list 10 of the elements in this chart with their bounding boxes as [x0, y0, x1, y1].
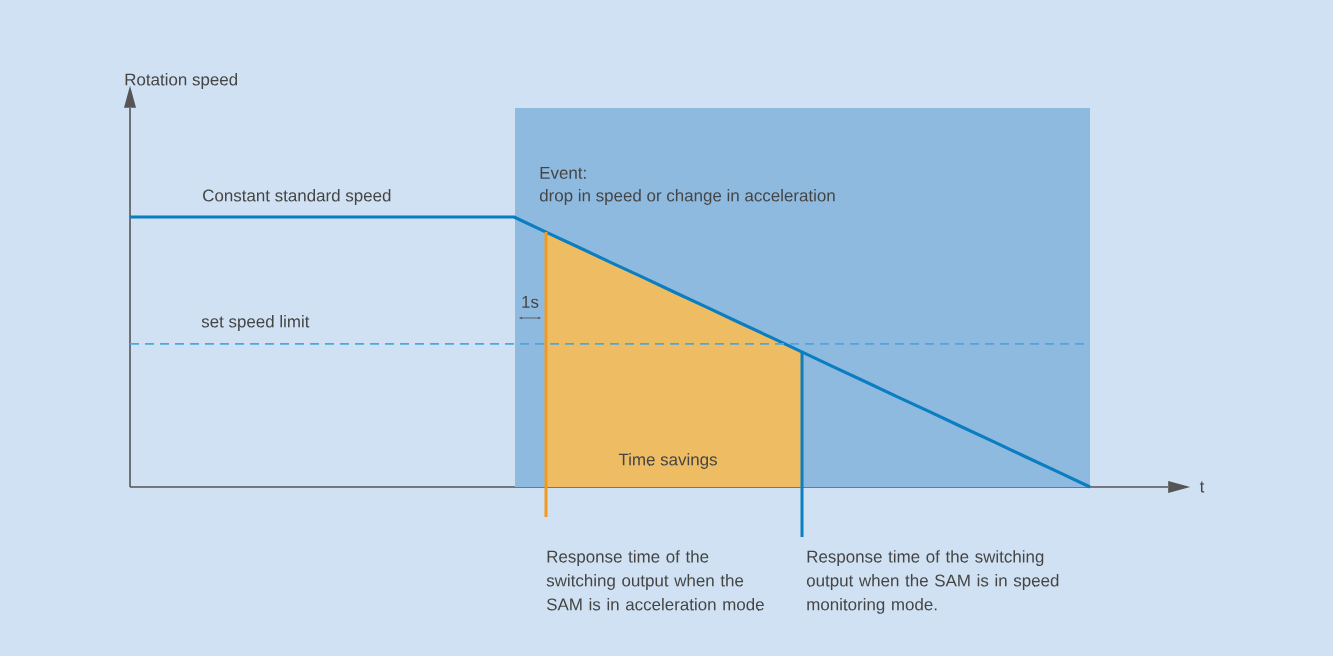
annotation: Time savings	[618, 453, 717, 469]
ref-line-label: set speed limit	[201, 315, 310, 331]
text: Constant standard speed	[203, 189, 391, 205]
text: t	[1199, 481, 1205, 493]
text: Event:	[540, 167, 586, 179]
text: Response time of the switching output when the SAM is in speed monitoring mode.	[806, 550, 1059, 614]
annotation: 1s	[522, 296, 539, 308]
text: Response time of the switching output when the SAM is in acceleration mode	[546, 550, 764, 611]
text: drop in speed or change in acceleration	[539, 189, 835, 205]
text: Rotation speed	[125, 73, 238, 89]
